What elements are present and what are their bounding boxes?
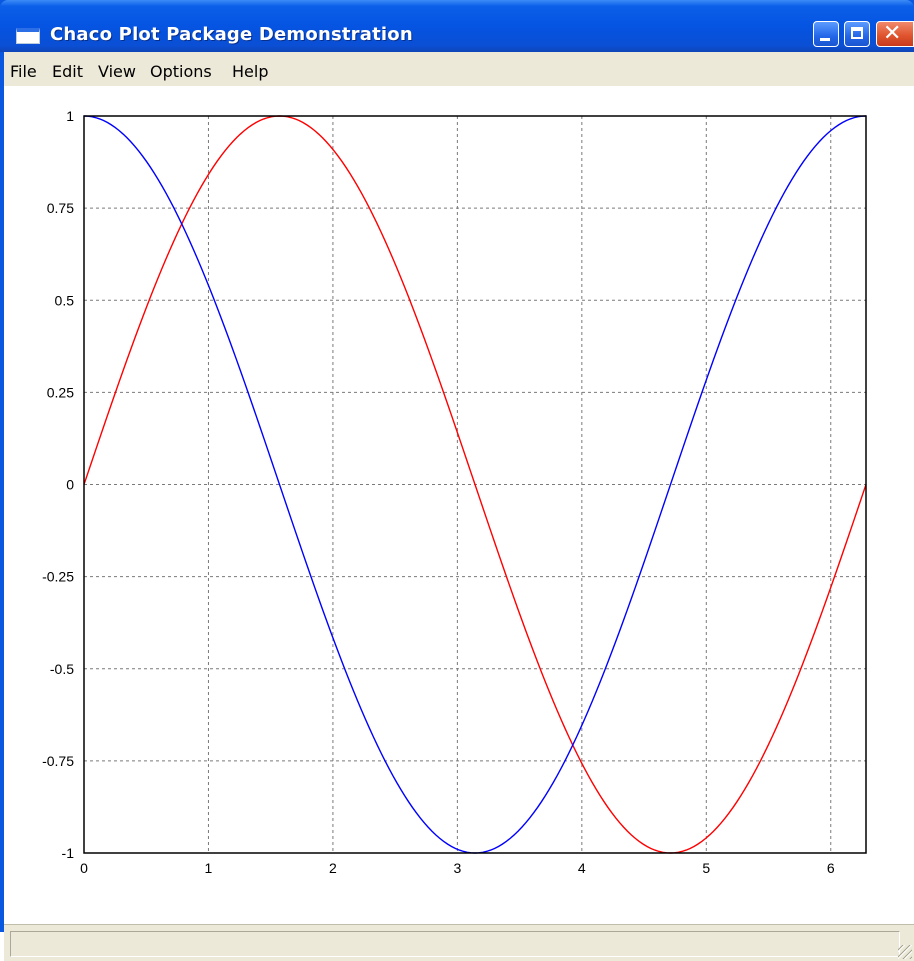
- minimize-button[interactable]: [813, 21, 839, 47]
- status-bar: [4, 924, 914, 961]
- y-tick-label: -1: [62, 845, 75, 861]
- line-chart[interactable]: 0 1 2 3 4 5 6 -1 -0.75 -0.5 -0.25 0 0.25 0.5 0.75 1: [4, 86, 914, 924]
- x-tick-label: 0: [80, 860, 88, 876]
- x-tick-label: 5: [702, 860, 710, 876]
- client-area: File Edit View Options Help 0 1 2 3 4 5 6 -1 -0…: [4, 52, 914, 961]
- maximize-icon: [851, 27, 863, 39]
- menu-file[interactable]: File: [10, 62, 37, 81]
- y-tick-label: 0: [66, 477, 74, 493]
- y-tick-label: 0.75: [47, 200, 74, 216]
- maximize-button[interactable]: [844, 21, 870, 47]
- y-tick-label: 0.25: [47, 384, 74, 400]
- x-tick-label: 3: [453, 860, 461, 876]
- x-tick-label: 6: [827, 860, 835, 876]
- menu-view[interactable]: View: [98, 62, 136, 81]
- menu-help[interactable]: Help: [232, 62, 269, 81]
- close-icon: ✕: [883, 21, 902, 46]
- menu-edit[interactable]: Edit: [52, 62, 83, 81]
- plot-border: [83, 115, 867, 854]
- y-axis-ticks: -1 -0.75 -0.5 -0.25 0 0.25 0.5 0.75 1: [42, 108, 74, 861]
- series-lines: [83, 115, 867, 854]
- y-tick-label: 0.5: [55, 292, 75, 308]
- x-tick-label: 4: [578, 860, 586, 876]
- series-line-sin: [83, 115, 867, 854]
- minimize-icon: [820, 38, 830, 41]
- resize-grip-icon[interactable]: [898, 945, 912, 959]
- menu-options[interactable]: Options: [150, 62, 212, 81]
- x-axis-ticks: 0 1 2 3 4 5 6: [80, 860, 835, 876]
- x-tick-label: 1: [205, 860, 213, 876]
- close-button[interactable]: ✕: [876, 21, 914, 47]
- grid-lines: [84, 116, 866, 853]
- y-tick-label: -0.75: [42, 753, 74, 769]
- y-tick-label: 1: [66, 108, 74, 124]
- y-tick-label: -0.5: [50, 661, 74, 677]
- window-icon[interactable]: [16, 28, 40, 44]
- status-panel: [10, 931, 900, 957]
- plot-canvas[interactable]: 0 1 2 3 4 5 6 -1 -0.75 -0.5 -0.25 0 0.25 0.5 0.75 1: [4, 86, 914, 924]
- window-title: Chaco Plot Package Demonstration: [50, 24, 413, 45]
- x-tick-label: 2: [329, 860, 337, 876]
- title-bar[interactable]: Chaco Plot Package Demonstration ✕: [0, 0, 914, 52]
- y-tick-label: -0.25: [42, 569, 74, 585]
- menu-bar: File Edit View Options Help: [4, 52, 914, 86]
- plot-frame: [83, 115, 867, 854]
